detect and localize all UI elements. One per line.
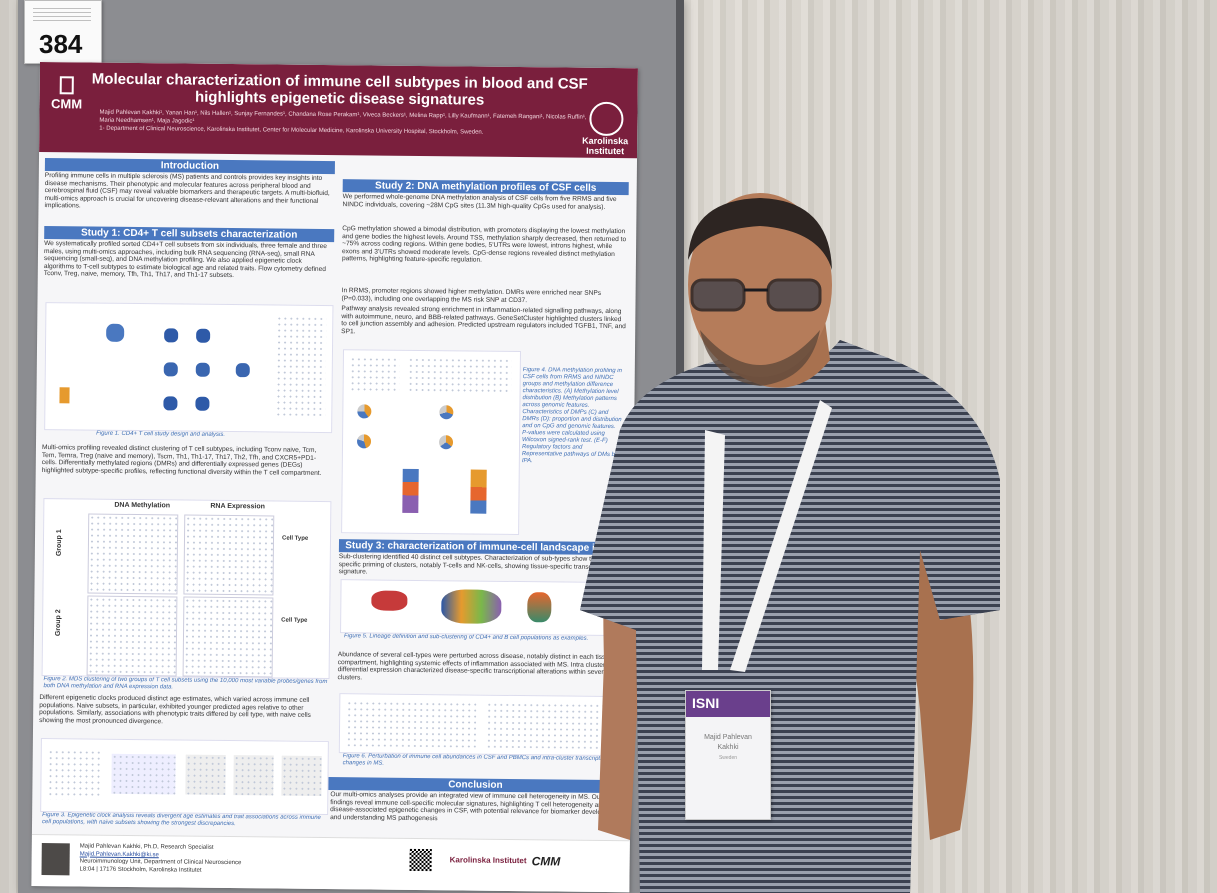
intro-body: Profiling immune cells in multiple scler… — [44, 172, 330, 210]
head — [688, 193, 832, 377]
pie-chart — [357, 404, 372, 419]
flow-plot — [235, 363, 250, 378]
poster-authors: Majid Pahlevan Kakhki¹, Yanan Han¹, Nils… — [99, 109, 589, 138]
clock-plot — [233, 755, 274, 796]
figure3-epigenetic-clocks — [40, 738, 329, 816]
beard — [700, 330, 820, 386]
conference-badge: ISNI Majid Pahlevan Kakhki Sweden — [685, 690, 771, 820]
lanyard-left — [702, 430, 725, 670]
umap-cluster — [371, 590, 408, 611]
board-number: 384 — [39, 29, 83, 59]
study1-body3: Different epigenetic clocks produced dis… — [39, 694, 311, 726]
mds-plot — [86, 595, 178, 677]
conclusion-body: Our multi-omics analyses provide an inte… — [330, 791, 620, 822]
poster-header: CMM Molecular characterization of immune… — [39, 62, 638, 159]
lanyard-right — [730, 400, 832, 672]
research-poster: CMM Molecular characterization of immune… — [31, 62, 638, 893]
distribution-plot — [349, 356, 400, 393]
presenter-person — [580, 193, 1000, 893]
glasses-left-lens — [690, 278, 746, 312]
figure1-study-design — [44, 302, 334, 434]
figure2-caption: Figure 2. MDS clustering of two groups o… — [43, 676, 328, 691]
clock-plot — [111, 753, 176, 795]
badge-name: Majid Pahlevan Kakhki — [704, 734, 752, 751]
cmm-logo: CMM — [47, 76, 85, 111]
figure3-caption: Figure 3. Epigenetic clock analysis reve… — [42, 812, 321, 828]
abundance-plot — [345, 700, 477, 748]
qr-code-icon — [409, 848, 432, 872]
pie-chart — [438, 435, 454, 450]
feature-plot — [407, 356, 512, 394]
stacked-bar — [402, 468, 419, 513]
clock-plot — [185, 754, 226, 795]
fig2-row-label: Group 1 — [55, 529, 64, 557]
author-address: L8:04 | 17176 Stockholm, Karolinska Inst… — [79, 865, 202, 874]
poster-title: Molecular characterization of immune cel… — [91, 70, 588, 109]
pie-chart — [356, 434, 372, 449]
author-contact: Majid Pahlevan Kakhki, Ph.D, Research Sp… — [80, 843, 330, 876]
board-number-fineprint — [33, 7, 91, 21]
flow-plot — [164, 328, 179, 343]
badge-country: Sweden — [718, 755, 738, 761]
figure2-mds-clustering: DNA Methylation RNA Expression Group 1 G… — [41, 498, 332, 680]
footer-karolinska-logo: Karolinska Institutet — [449, 855, 527, 866]
study1-body: We systematically profiled sorted CD4+T … — [43, 240, 327, 280]
flow-plot — [163, 362, 178, 377]
study1-body2: Multi-omics profiling revealed distinct … — [41, 444, 322, 477]
mds-plot — [182, 596, 274, 678]
footer-cmm-logo: CMM — [531, 854, 561, 869]
figure4-methylation — [341, 349, 521, 536]
clock-plot — [281, 755, 322, 796]
glasses-right-lens — [766, 278, 822, 312]
hair — [688, 198, 832, 270]
umap-cluster — [441, 589, 502, 624]
poster-footer: Majid Pahlevan Kakhki, Ph.D, Research Sp… — [31, 833, 630, 893]
author-photo — [41, 843, 70, 876]
karolinska-seal-icon — [589, 101, 624, 137]
fig2-row-label: Group 2 — [54, 609, 63, 637]
stacked-bar — [470, 469, 487, 514]
pipeline-diagram — [275, 315, 327, 417]
fig2-legend-title: Cell Type — [281, 535, 309, 542]
pie-chart — [439, 405, 454, 420]
cmm-logo-mark — [59, 76, 74, 95]
karolinska-logo-text: Karolinska Institutet — [582, 135, 629, 157]
fig2-legend-title: Cell Type — [281, 617, 308, 624]
umap-cluster — [527, 592, 552, 623]
fig2-col-label: DNA Methylation — [114, 501, 171, 510]
flow-plot — [196, 328, 211, 343]
flow-plot — [106, 323, 125, 342]
mds-plot — [183, 514, 275, 596]
board-number-tag: 384 — [24, 0, 102, 64]
mds-plot — [87, 513, 179, 595]
figure6-caption: Figure 6. Perturbation of immune cell ab… — [342, 753, 613, 767]
clock-plot — [47, 749, 102, 800]
badge-event-logo: ISNI — [686, 691, 770, 717]
figure5-caption: Figure 5. Lineage definition and sub-clu… — [343, 633, 589, 642]
figure1-caption: Figure 1. CD4+ T cell study design and a… — [96, 430, 226, 438]
flow-plot — [195, 362, 210, 377]
flow-plot — [163, 396, 178, 411]
fig2-col-label: RNA Expression — [210, 502, 265, 511]
flow-plot — [195, 396, 210, 411]
legend-swatch — [59, 387, 70, 404]
